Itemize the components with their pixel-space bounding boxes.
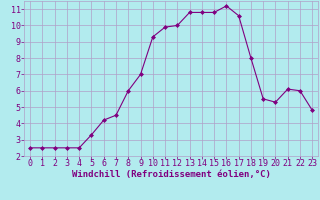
X-axis label: Windchill (Refroidissement éolien,°C): Windchill (Refroidissement éolien,°C) — [72, 170, 271, 179]
